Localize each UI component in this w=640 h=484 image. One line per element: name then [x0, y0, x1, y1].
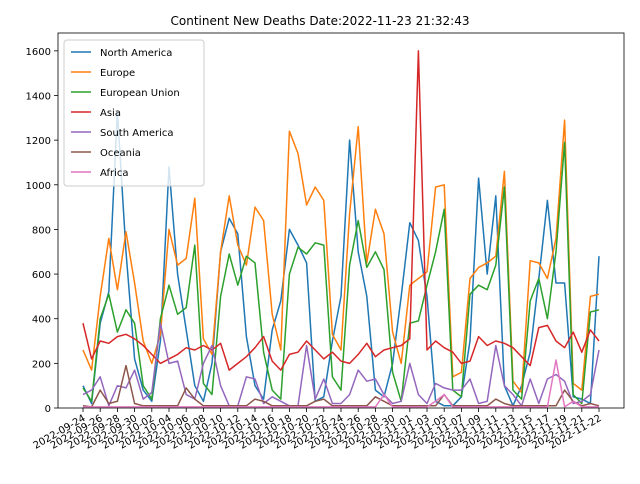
x-axis: 2022-09-242022-09-262022-09-282022-09-30…: [32, 408, 604, 452]
y-tick-label: 200: [32, 359, 51, 370]
y-tick-label: 800: [32, 225, 51, 236]
y-tick-label: 1000: [26, 181, 51, 192]
legend-label: Oceania: [100, 148, 141, 159]
y-tick-label: 0: [45, 404, 51, 415]
legend-label: Asia: [100, 108, 121, 119]
y-tick-label: 1400: [26, 92, 51, 103]
legend-label: Europe: [100, 68, 135, 79]
series-line-south-america: [82, 322, 600, 407]
y-tick-label: 1200: [26, 136, 51, 147]
legend-label: South America: [100, 128, 174, 139]
legend-label: Africa: [100, 168, 129, 179]
series-line-european-union: [82, 141, 600, 405]
y-tick-label: 1600: [26, 47, 51, 58]
legend: North America Europe European Union Asia Sou…: [63, 39, 205, 187]
legend-label: North America: [100, 48, 172, 59]
y-tick-label: 400: [32, 315, 51, 326]
series-line-asia: [82, 50, 600, 371]
legend-label: European Union: [100, 88, 180, 99]
legend-box: [63, 39, 205, 187]
chart-title: Continent New Deaths Date:2022-11-23 21:…: [171, 14, 470, 28]
series-line-africa: [83, 359, 599, 408]
series-line-oceania: [82, 364, 600, 408]
y-axis: 0 200 400 600 800 1000 1200 1400 1600: [26, 47, 58, 415]
y-tick-label: 600: [32, 270, 51, 281]
